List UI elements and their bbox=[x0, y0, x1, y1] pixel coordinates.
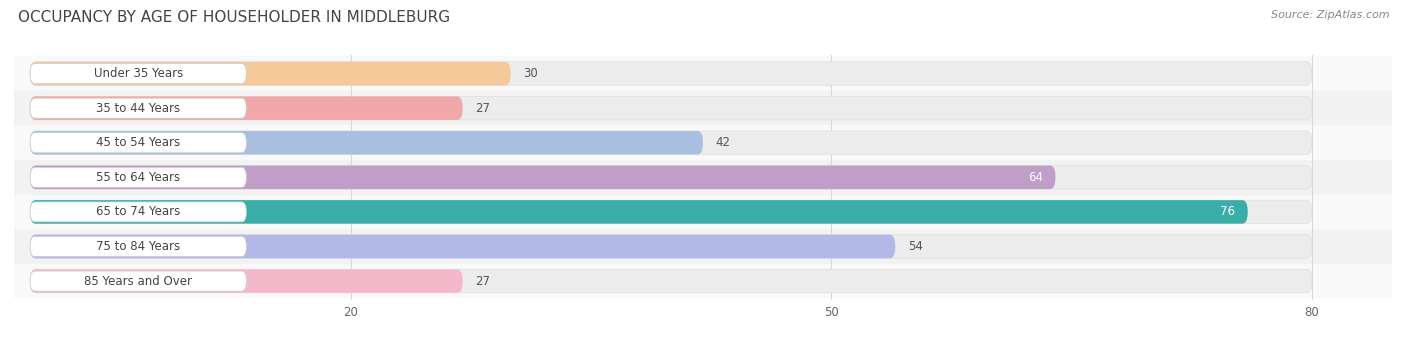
FancyBboxPatch shape bbox=[30, 62, 1312, 85]
Text: 64: 64 bbox=[1028, 171, 1043, 184]
Bar bbox=[14, 91, 1392, 125]
FancyBboxPatch shape bbox=[30, 97, 1312, 120]
FancyBboxPatch shape bbox=[30, 167, 246, 187]
Text: 75 to 84 Years: 75 to 84 Years bbox=[96, 240, 180, 253]
FancyBboxPatch shape bbox=[30, 131, 1312, 154]
FancyBboxPatch shape bbox=[30, 166, 1056, 189]
Bar bbox=[14, 229, 1392, 264]
FancyBboxPatch shape bbox=[30, 63, 246, 84]
Text: Source: ZipAtlas.com: Source: ZipAtlas.com bbox=[1271, 10, 1389, 20]
Text: 30: 30 bbox=[523, 67, 538, 80]
Bar bbox=[14, 195, 1392, 229]
Text: 54: 54 bbox=[908, 240, 922, 253]
FancyBboxPatch shape bbox=[30, 133, 246, 153]
Text: 35 to 44 Years: 35 to 44 Years bbox=[96, 102, 180, 115]
Bar bbox=[14, 125, 1392, 160]
FancyBboxPatch shape bbox=[30, 269, 463, 293]
Text: Under 35 Years: Under 35 Years bbox=[94, 67, 183, 80]
Text: 27: 27 bbox=[475, 275, 491, 287]
FancyBboxPatch shape bbox=[30, 62, 510, 85]
Text: 45 to 54 Years: 45 to 54 Years bbox=[96, 136, 180, 149]
FancyBboxPatch shape bbox=[30, 131, 703, 154]
FancyBboxPatch shape bbox=[30, 237, 246, 256]
FancyBboxPatch shape bbox=[30, 200, 1247, 224]
Text: OCCUPANCY BY AGE OF HOUSEHOLDER IN MIDDLEBURG: OCCUPANCY BY AGE OF HOUSEHOLDER IN MIDDL… bbox=[18, 10, 450, 25]
Text: 55 to 64 Years: 55 to 64 Years bbox=[96, 171, 180, 184]
Bar bbox=[14, 160, 1392, 195]
Text: 65 to 74 Years: 65 to 74 Years bbox=[96, 205, 180, 218]
FancyBboxPatch shape bbox=[30, 97, 463, 120]
Text: 76: 76 bbox=[1220, 205, 1234, 218]
FancyBboxPatch shape bbox=[30, 235, 896, 258]
Text: 85 Years and Over: 85 Years and Over bbox=[84, 275, 193, 287]
Bar bbox=[14, 264, 1392, 298]
FancyBboxPatch shape bbox=[30, 235, 1312, 258]
FancyBboxPatch shape bbox=[30, 98, 246, 118]
FancyBboxPatch shape bbox=[30, 166, 1312, 189]
FancyBboxPatch shape bbox=[30, 271, 246, 291]
FancyBboxPatch shape bbox=[30, 202, 246, 222]
FancyBboxPatch shape bbox=[30, 269, 1312, 293]
FancyBboxPatch shape bbox=[30, 200, 1312, 224]
Text: 27: 27 bbox=[475, 102, 491, 115]
Bar bbox=[14, 56, 1392, 91]
Text: 42: 42 bbox=[716, 136, 731, 149]
